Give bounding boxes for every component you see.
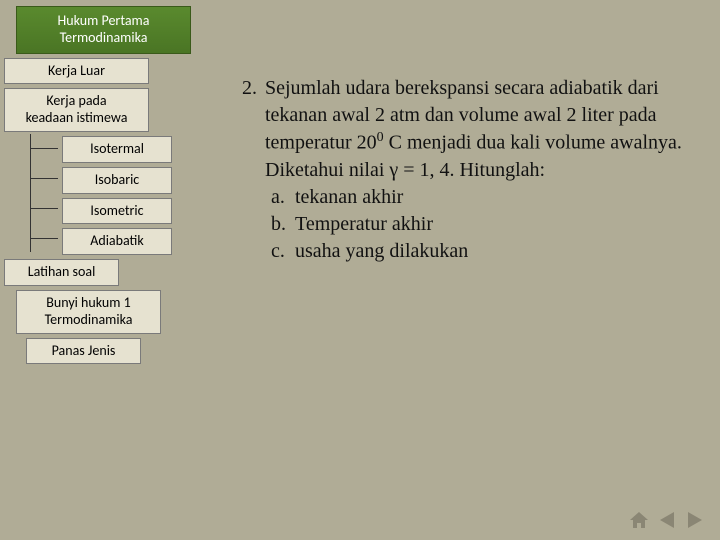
question-body: Sejumlah udara berekspansi secara adiaba… [265, 75, 705, 265]
sidebar-sub-adiabatik[interactable]: Adiabatik [62, 228, 172, 255]
sidebar-item-panas[interactable]: Panas Jenis [26, 338, 141, 365]
sub-text-a: tekanan akhir [295, 184, 403, 211]
prev-icon[interactable] [656, 510, 678, 530]
sidebar-item-kerja-luar[interactable]: Kerja Luar [4, 58, 149, 85]
sub-letter-a: a. [271, 184, 295, 211]
tree-line [30, 148, 58, 149]
question-content: 2. Sejumlah udara berekspansi secara adi… [235, 75, 705, 265]
sub-letter-c: c. [271, 238, 295, 265]
sidebar-sub-isobaric[interactable]: Isobaric [62, 167, 172, 194]
tree-line [30, 238, 58, 239]
sidebar-item-kerja-istimewa[interactable]: Kerja pada keadaan istimewa [4, 88, 149, 132]
sidebar: Hukum Pertama Termodinamika Kerja Luar K… [4, 6, 204, 368]
sub-letter-b: b. [271, 211, 295, 238]
question-sup: 0 [377, 130, 384, 145]
sub-text-b: Temperatur akhir [295, 211, 433, 238]
question-number: 2. [235, 75, 265, 265]
sidebar-sub-group: Isotermal Isobaric Isometric Adiabatik [22, 136, 204, 255]
next-icon[interactable] [684, 510, 706, 530]
sidebar-header: Hukum Pertama Termodinamika [16, 6, 191, 54]
sub-text-c: usaha yang dilakukan [295, 238, 468, 265]
sidebar-sub-isometric[interactable]: Isometric [62, 198, 172, 225]
home-icon[interactable] [628, 510, 650, 530]
sidebar-sub-isotermal[interactable]: Isotermal [62, 136, 172, 163]
sidebar-item-bunyi[interactable]: Bunyi hukum 1 Termodinamika [16, 290, 161, 334]
tree-line [30, 208, 58, 209]
tree-line [30, 134, 31, 252]
sidebar-item-latihan[interactable]: Latihan soal [4, 259, 119, 286]
nav-controls [628, 510, 706, 530]
tree-line [30, 178, 58, 179]
